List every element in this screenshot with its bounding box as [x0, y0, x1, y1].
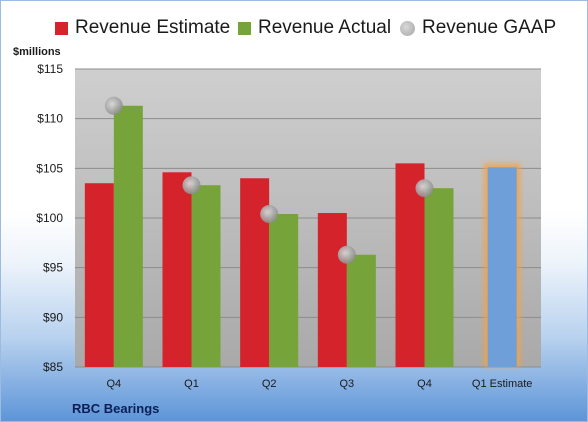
y-axis-label: $millions	[13, 46, 61, 58]
y-tick-label: $105	[36, 161, 63, 175]
x-tick-label: Q4	[106, 378, 121, 390]
y-tick-label: $95	[43, 261, 63, 275]
bar-estimate	[162, 172, 192, 367]
x-tick-label: Q4	[417, 378, 432, 390]
x-tick-label: Q3	[339, 378, 354, 390]
gaap-marker	[415, 179, 434, 198]
bar-actual	[113, 105, 143, 368]
legend-item-gaap: Revenue GAAP	[400, 17, 556, 39]
y-tick-label: $85	[43, 360, 63, 374]
bar-estimate-future	[487, 167, 517, 367]
y-tick-label: $110	[37, 112, 63, 126]
bar-estimate	[84, 183, 114, 367]
gaap-marker	[182, 176, 201, 195]
x-tick-label: Q2	[262, 378, 277, 390]
y-tick-label: $115	[37, 62, 63, 76]
bar-actual	[424, 188, 454, 367]
x-tick-label: Q1 Estimate	[472, 378, 533, 390]
legend: Revenue Estimate Revenue Actual Revenue …	[1, 11, 588, 41]
legend-item-estimate: Revenue Estimate	[55, 17, 230, 39]
bar-actual	[191, 185, 221, 367]
bar-estimate	[395, 163, 425, 367]
legend-swatch-estimate	[55, 21, 68, 35]
gaap-marker	[337, 245, 356, 264]
bar-estimate	[317, 213, 347, 367]
legend-label-actual: Revenue Actual	[258, 17, 392, 38]
bar-actual	[269, 214, 299, 367]
legend-dot-gaap	[400, 20, 415, 36]
legend-swatch-actual	[238, 21, 251, 35]
gaap-marker	[260, 205, 279, 224]
bar-actual	[346, 254, 376, 367]
legend-item-actual: Revenue Actual	[238, 17, 391, 39]
x-tick-label: Q1	[184, 378, 199, 390]
legend-label-gaap: Revenue GAAP	[422, 17, 557, 38]
legend-label-estimate: Revenue Estimate	[75, 17, 231, 38]
company-name: RBC Bearings	[72, 401, 160, 416]
y-tick-label: $90	[43, 310, 63, 324]
y-tick-label: $100	[36, 211, 63, 225]
gaap-marker	[104, 96, 123, 115]
